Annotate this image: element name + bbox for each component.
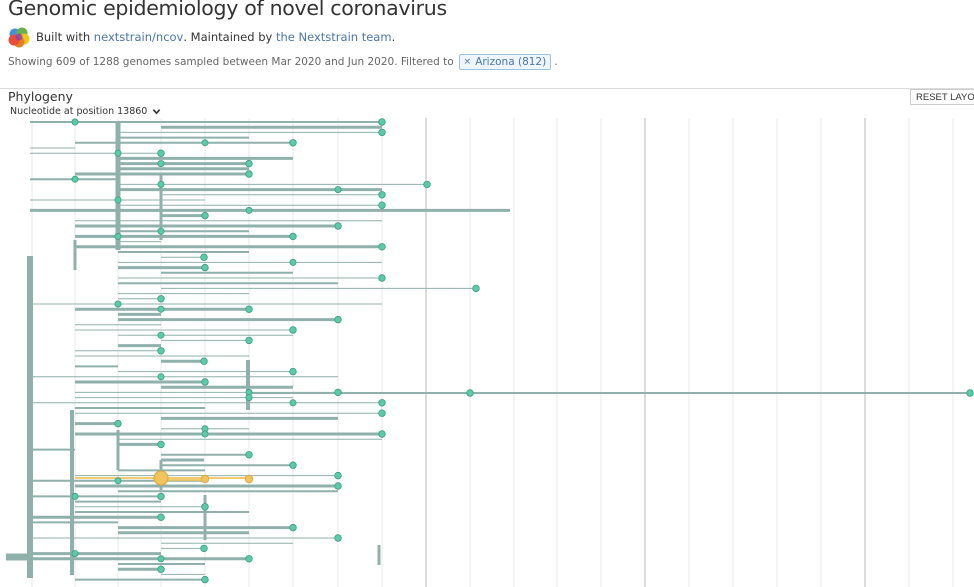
tip-node[interactable] [201,378,209,386]
ncov-link[interactable]: nextstrain/ncov [93,30,184,44]
tip-node[interactable] [200,253,208,261]
tip-node[interactable] [472,284,480,293]
tip-node[interactable] [334,482,342,490]
tip-node[interactable] [114,232,122,240]
tip-node[interactable] [201,430,209,438]
byline: Built with nextstrain/ncov. Maintained b… [8,26,395,48]
tip-node[interactable] [245,394,253,402]
tree-grid [31,118,954,587]
summary-line: Showing 609 of 1288 genomes sampled betw… [8,52,558,72]
tip-node[interactable] [71,492,79,500]
tip-node[interactable] [334,471,342,480]
tip-node[interactable] [378,243,386,251]
tip-node[interactable] [289,399,297,407]
tip-node[interactable] [245,170,253,178]
highlight-tip-node[interactable] [244,474,254,484]
color-by-dropdown[interactable]: Nucleotide at position 13860 [10,106,161,117]
highlight-tip-node[interactable] [153,470,169,486]
tip-node[interactable] [378,201,386,209]
tip-node[interactable] [201,263,209,272]
tip-node[interactable] [157,305,165,313]
tip-node[interactable] [245,206,253,214]
summary-text: Showing 609 of 1288 genomes sampled betw… [8,56,454,68]
built-with-text: Built with [36,30,91,44]
filter-badge-arizona[interactable]: × Arizona (812) [458,54,552,70]
tip-node[interactable] [334,186,342,194]
tip-node[interactable] [114,477,122,485]
chevron-down-icon [153,109,161,115]
color-by-value: Nucleotide at position 13860 [10,106,148,117]
tip-node[interactable] [466,389,474,397]
tip-node[interactable] [200,544,208,553]
tip-node[interactable] [157,160,165,168]
nextstrain-logo-icon [8,27,30,48]
maintained-suffix: . [391,30,396,44]
tip-node[interactable] [245,555,253,563]
tip-node[interactable] [157,565,165,573]
tip-node[interactable] [289,232,297,241]
tip-node[interactable] [289,461,297,469]
tip-node[interactable] [114,300,122,308]
tip-node[interactable] [289,523,297,532]
tip-node[interactable] [114,149,122,157]
reset-layout-button[interactable]: RESET LAYOUT [910,89,974,105]
remove-filter-icon[interactable]: × [463,57,472,67]
tip-node[interactable] [289,258,297,266]
tip-node[interactable] [378,274,386,282]
tip-node[interactable] [157,513,165,521]
tip-node[interactable] [201,503,209,511]
tip-node[interactable] [201,139,209,147]
divider [0,88,974,89]
tip-node[interactable] [157,440,165,449]
tip-node[interactable] [966,389,974,397]
panel-title: Phylogeny [8,89,73,104]
tip-node[interactable] [334,534,342,542]
tip-node[interactable] [378,128,386,137]
tip-node[interactable] [289,139,297,147]
nextstrain-team-link[interactable]: the Nextstrain team [275,30,392,44]
tip-node[interactable] [71,175,79,183]
tip-node[interactable] [201,211,209,220]
tip-node[interactable] [334,388,342,397]
tree-tips[interactable] [71,118,974,584]
tip-node[interactable] [157,492,165,501]
tip-node[interactable] [157,555,165,563]
tip-node[interactable] [157,331,165,339]
tip-node[interactable] [245,159,253,168]
tip-node[interactable] [378,399,386,407]
maintained-text: . Maintained by [183,30,273,44]
tip-node[interactable] [201,575,209,584]
tip-node[interactable] [71,118,79,126]
tip-node[interactable] [245,451,253,459]
tip-node[interactable] [245,305,253,313]
phylogeny-tree[interactable] [0,118,974,587]
tip-node[interactable] [114,419,122,428]
tip-node[interactable] [245,336,253,345]
tip-node[interactable] [114,196,122,204]
tip-node[interactable] [157,347,165,355]
tip-node[interactable] [289,367,297,376]
tip-node[interactable] [157,180,165,188]
tip-node[interactable] [378,409,386,417]
summary-suffix: . [554,56,558,68]
tip-node[interactable] [378,191,386,199]
tree-branches [6,121,970,581]
tip-node[interactable] [200,357,208,365]
tip-node[interactable] [157,149,165,157]
tip-node[interactable] [157,295,165,303]
tip-node[interactable] [157,227,165,235]
tip-node[interactable] [334,315,342,324]
page-title: Genomic epidemiology of novel coronaviru… [8,0,447,20]
tip-node[interactable] [71,550,79,558]
tip-node[interactable] [423,180,431,189]
highlight-tip-node[interactable] [200,474,210,484]
tip-node[interactable] [289,326,297,334]
tip-node[interactable] [334,222,342,230]
tip-node[interactable] [378,430,386,438]
tip-node[interactable] [378,118,386,126]
tip-node[interactable] [157,373,165,381]
filter-label: Arizona (812) [475,56,547,68]
